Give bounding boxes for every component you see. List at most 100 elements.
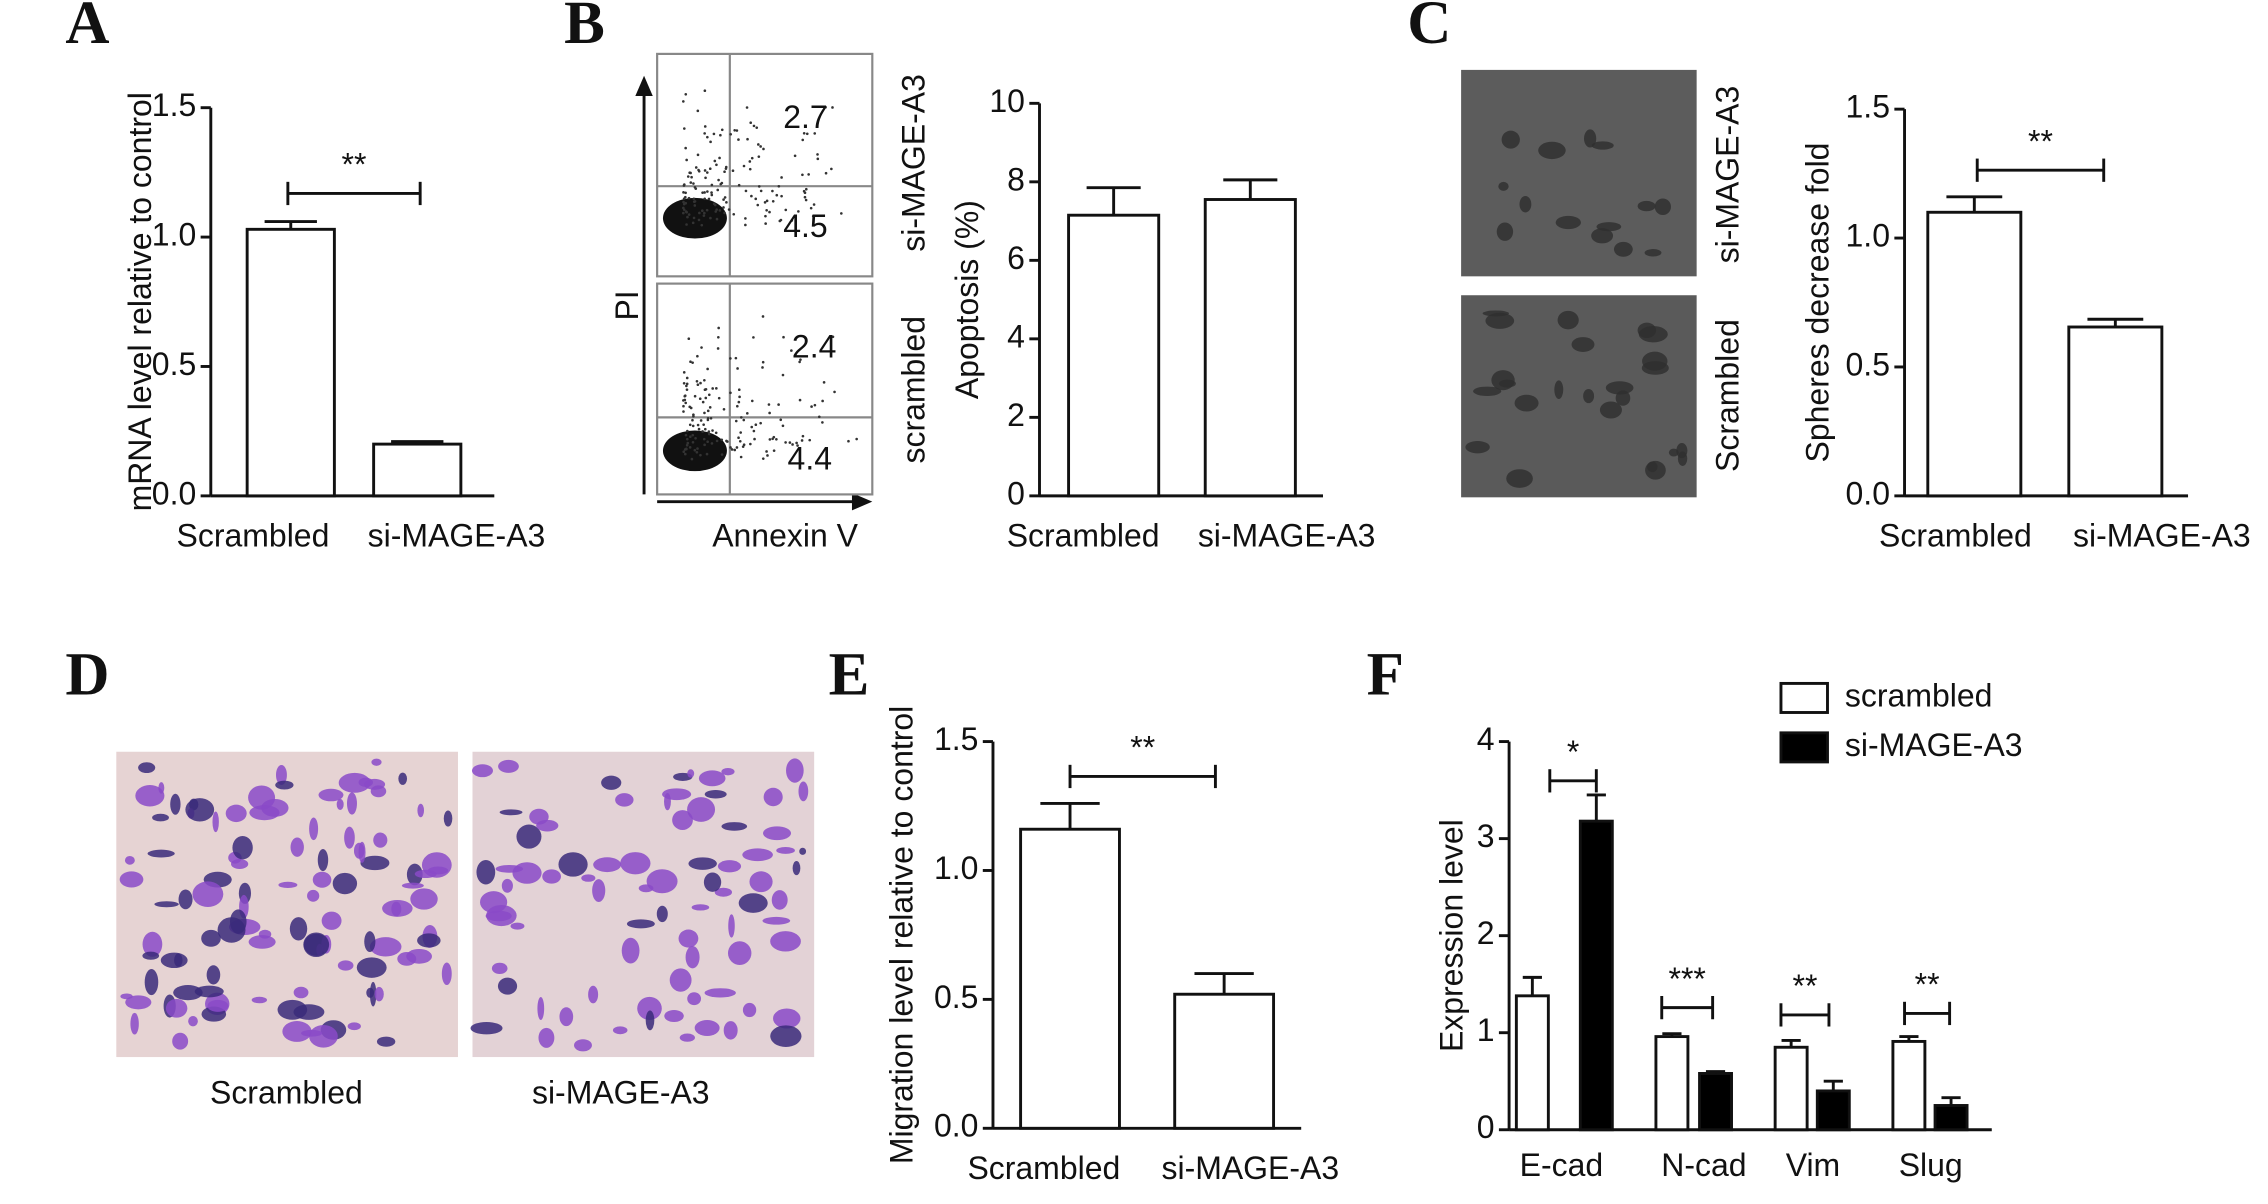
cell: [542, 869, 562, 884]
dot: [750, 399, 754, 403]
dot: [691, 440, 695, 444]
cell: [687, 992, 702, 1006]
error-bar: [2087, 317, 2144, 328]
dot: [685, 223, 688, 226]
dot: [697, 427, 701, 431]
cell: [742, 848, 773, 862]
cell: [366, 987, 375, 998]
sphere: [1644, 249, 1662, 257]
dot: [685, 376, 689, 380]
cell: [397, 951, 417, 966]
cell: [194, 985, 224, 998]
sphere: [1599, 401, 1622, 419]
cell: [364, 931, 376, 953]
dot: [750, 194, 753, 198]
cell: [672, 810, 693, 830]
sphere: [1584, 129, 1597, 148]
cell: [749, 871, 773, 893]
cell: [275, 780, 294, 790]
dot: [734, 356, 738, 360]
cell: [773, 1008, 801, 1029]
cell: [172, 1032, 189, 1050]
x-tick-label: Slug: [1899, 1147, 1963, 1183]
cell: [369, 937, 402, 957]
dot: [759, 145, 762, 148]
cell: [662, 788, 692, 801]
dot: [764, 222, 767, 225]
cell: [188, 1016, 198, 1027]
dot: [682, 202, 686, 206]
bar: [1019, 827, 1121, 1130]
dot: [703, 89, 707, 93]
flow-plot-label: si-MAGE-A3: [895, 74, 931, 252]
cell: [485, 910, 512, 922]
dot: [730, 448, 734, 451]
dot: [687, 196, 691, 200]
cell: [704, 988, 736, 998]
dot: [700, 223, 704, 227]
dot: [749, 442, 752, 446]
dot: [813, 132, 817, 135]
cell: [277, 999, 308, 1020]
dot: [771, 199, 775, 203]
cell: [336, 798, 344, 810]
x-tick-label: Scrambled: [967, 1150, 1120, 1186]
y-tick-label: 2: [1477, 915, 1495, 951]
cell: [679, 1033, 695, 1042]
bar: [1926, 210, 2023, 498]
y-tick-label: 6: [1007, 240, 1025, 276]
dot: [765, 199, 769, 203]
dot: [689, 171, 692, 175]
y-tick-label: 0.0: [152, 475, 196, 511]
dot: [781, 373, 785, 377]
cell: [332, 872, 358, 895]
panel-label: A: [65, 0, 109, 57]
dot: [708, 167, 712, 171]
dot: [684, 191, 687, 195]
y-tick-label: 4: [1007, 318, 1025, 354]
cell: [248, 935, 276, 949]
quadrant-value: 4.5: [783, 208, 827, 244]
dot: [685, 382, 689, 386]
dot: [749, 121, 753, 125]
dot: [727, 208, 731, 211]
bar: [245, 227, 336, 498]
cell: [770, 931, 801, 952]
dot: [780, 176, 783, 179]
dot: [790, 219, 794, 222]
cell: [762, 916, 791, 925]
flow-box: [656, 52, 874, 278]
dot: [684, 401, 688, 405]
dot: [768, 210, 771, 214]
cell: [358, 841, 366, 863]
dot: [706, 367, 709, 371]
cell: [512, 862, 542, 884]
cell: [417, 933, 441, 948]
dot: [800, 439, 804, 442]
dot: [761, 360, 765, 364]
dot: [750, 156, 754, 160]
dot: [694, 436, 697, 440]
cell: [152, 813, 169, 822]
dot: [696, 423, 700, 427]
cell: [373, 832, 388, 848]
dot: [808, 438, 812, 442]
cell: [441, 962, 452, 986]
dot: [761, 457, 765, 460]
error-bar: [391, 440, 444, 445]
cell: [714, 887, 733, 897]
quadrant-value: 2.7: [783, 99, 827, 135]
cell: [497, 977, 518, 995]
dot: [709, 416, 713, 420]
dot: [699, 453, 702, 457]
dot: [811, 214, 815, 218]
cell: [470, 1021, 503, 1035]
dot: [699, 381, 702, 385]
cell: [620, 852, 651, 875]
dot: [781, 424, 785, 428]
cell: [170, 793, 181, 815]
dot: [801, 434, 805, 438]
cell: [717, 860, 742, 873]
image-label: si-MAGE-A3: [532, 1074, 710, 1110]
cell: [592, 879, 606, 902]
